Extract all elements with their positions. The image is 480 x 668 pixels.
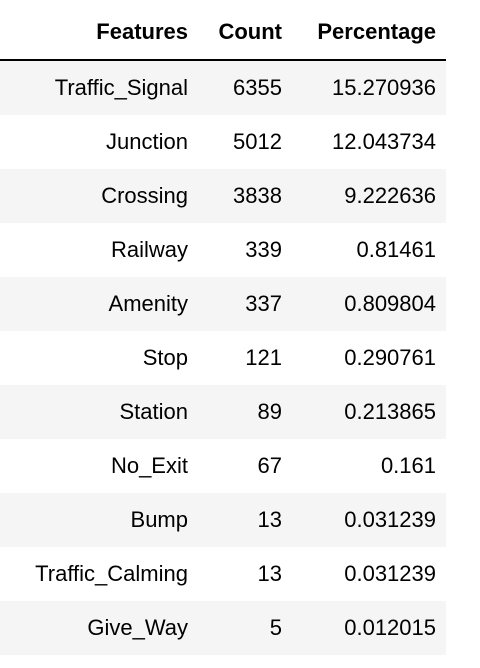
percentage-cell: 9.222636 bbox=[344, 183, 436, 208]
table-row: Traffic_Calming 13 0.031239 bbox=[0, 547, 446, 601]
table-row: Traffic_Signal 6355 15.270936 bbox=[0, 60, 446, 115]
feature-cell: Railway bbox=[110, 237, 188, 262]
feature-cell: Traffic_Calming bbox=[35, 561, 188, 586]
table-row: Give_Way 5 0.012015 bbox=[0, 601, 446, 655]
table-row: Stop 121 0.290761 bbox=[0, 331, 446, 385]
column-header-features: Features bbox=[0, 5, 198, 61]
feature-cell: Give_Way bbox=[87, 615, 188, 640]
count-cell: 337 bbox=[245, 291, 282, 316]
percentage-cell: 0.031239 bbox=[344, 507, 436, 532]
count-cell: 13 bbox=[257, 507, 282, 532]
percentage-cell: 15.270936 bbox=[332, 75, 436, 100]
percentage-cell: 0.213865 bbox=[344, 399, 436, 424]
percentage-cell: 0.809804 bbox=[344, 291, 436, 316]
feature-cell: Crossing bbox=[101, 183, 188, 208]
count-cell: 5012 bbox=[233, 129, 282, 154]
feature-cell: Bump bbox=[130, 507, 188, 532]
count-cell: 6355 bbox=[233, 75, 282, 100]
table-row: Station 89 0.213865 bbox=[0, 385, 446, 439]
feature-cell: Amenity bbox=[108, 291, 188, 316]
percentage-cell: 0.81461 bbox=[356, 237, 436, 262]
count-cell: 13 bbox=[257, 561, 282, 586]
percentage-cell: 0.031239 bbox=[344, 561, 436, 586]
column-header-count: Count bbox=[198, 5, 292, 61]
feature-cell: Stop bbox=[142, 345, 188, 370]
count-cell: 5 bbox=[269, 615, 282, 640]
percentage-cell: 12.043734 bbox=[332, 129, 436, 154]
count-cell: 339 bbox=[245, 237, 282, 262]
count-cell: 89 bbox=[257, 399, 282, 424]
feature-cell: Station bbox=[119, 399, 189, 424]
count-cell: 67 bbox=[257, 453, 282, 478]
table-row: No_Exit 67 0.161 bbox=[0, 439, 446, 493]
count-cell: 3838 bbox=[233, 183, 282, 208]
feature-cell: Traffic_Signal bbox=[54, 75, 188, 100]
feature-cell: Junction bbox=[106, 129, 188, 154]
header-row: Features Count Percentage bbox=[0, 5, 446, 61]
column-header-percentage: Percentage bbox=[292, 5, 446, 61]
features-table: Features Count Percentage Traffic_Signal… bbox=[0, 5, 446, 655]
feature-cell: No_Exit bbox=[110, 453, 188, 478]
table-row: Crossing 3838 9.222636 bbox=[0, 169, 446, 223]
table-row: Bump 13 0.031239 bbox=[0, 493, 446, 547]
table-body: Traffic_Signal 6355 15.270936 Junction 5… bbox=[0, 60, 446, 655]
table-row: Railway 339 0.81461 bbox=[0, 223, 446, 277]
percentage-cell: 0.161 bbox=[380, 453, 436, 478]
percentage-cell: 0.012015 bbox=[344, 615, 436, 640]
table-header: Features Count Percentage bbox=[0, 5, 446, 61]
count-cell: 121 bbox=[245, 345, 282, 370]
table-row: Amenity 337 0.809804 bbox=[0, 277, 446, 331]
percentage-cell: 0.290761 bbox=[344, 345, 436, 370]
table-row: Junction 5012 12.043734 bbox=[0, 115, 446, 169]
